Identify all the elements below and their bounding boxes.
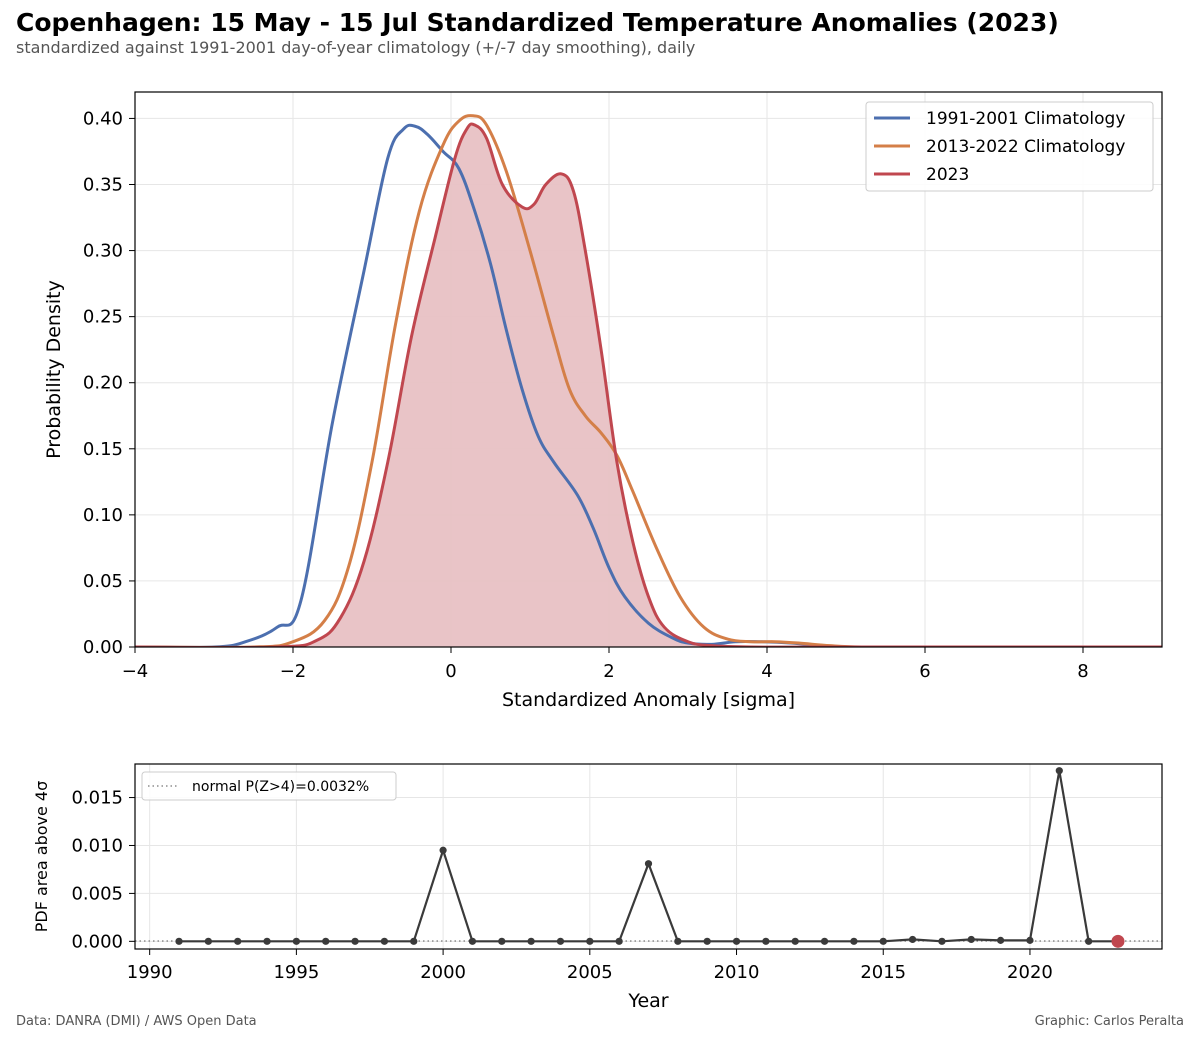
x-tick-label: 1995 bbox=[273, 962, 319, 983]
data-point bbox=[850, 937, 858, 945]
y-tick-label: 0.05 bbox=[83, 571, 123, 592]
data-point bbox=[292, 937, 300, 945]
data-source: Data: DANRA (DMI) / AWS Open Data bbox=[16, 1014, 257, 1029]
legend-label: 2013-2022 Climatology bbox=[926, 137, 1125, 157]
data-point bbox=[556, 937, 565, 945]
data-point bbox=[674, 937, 682, 945]
data-point bbox=[498, 937, 506, 945]
y-tick-label: 0.015 bbox=[71, 788, 123, 809]
data-point bbox=[204, 937, 212, 945]
legend-label: 2023 bbox=[926, 165, 969, 185]
y-tick-label: 0.10 bbox=[83, 505, 123, 526]
x-tick-label: −2 bbox=[280, 661, 307, 682]
x-tick-label: −4 bbox=[122, 661, 149, 682]
data-point bbox=[703, 937, 711, 945]
data-point bbox=[263, 937, 271, 945]
data-point bbox=[967, 935, 975, 944]
legend-label: normal P(Z>4)=0.0032% bbox=[192, 779, 369, 795]
data-point bbox=[586, 937, 594, 945]
data-point bbox=[791, 937, 799, 945]
series-line-2 bbox=[135, 122, 1162, 647]
x-axis-label: Standardized Anomaly [sigma] bbox=[502, 689, 795, 711]
y-tick-label: 0.30 bbox=[83, 241, 123, 262]
series-line-1 bbox=[135, 114, 1162, 647]
graphic-credit: Graphic: Carlos Peralta bbox=[1034, 1014, 1184, 1029]
x-tick-label: 2 bbox=[603, 661, 614, 682]
series-group bbox=[135, 114, 1162, 647]
y-tick-label: 0.25 bbox=[83, 307, 123, 328]
y-tick-label: 0.15 bbox=[83, 439, 123, 460]
data-point bbox=[1026, 936, 1034, 944]
x-tick-label: 1990 bbox=[127, 962, 173, 983]
x-tick-label: 2000 bbox=[420, 962, 466, 983]
plot-frame bbox=[134, 763, 1163, 950]
y-tick-label: 0.010 bbox=[71, 835, 123, 856]
data-point bbox=[468, 937, 477, 945]
data-point bbox=[1085, 937, 1093, 945]
x-tick-label: 8 bbox=[1077, 661, 1088, 682]
plot-frame bbox=[134, 91, 1163, 648]
density-panel: −4 −2 0 2 4 6 8 0.00 0.05 0.10 0.15 0.20 0.25 0.30 0.3… bbox=[43, 91, 1163, 711]
y-tick-label: 0.40 bbox=[83, 108, 123, 129]
y-tick-label: 0.00 bbox=[83, 637, 123, 658]
data-point bbox=[615, 937, 623, 945]
data-point bbox=[879, 937, 887, 945]
data-point bbox=[175, 937, 183, 945]
legend-box bbox=[141, 771, 397, 801]
y-tick-label: 0.000 bbox=[71, 931, 123, 952]
legend-box bbox=[865, 101, 1154, 192]
y-tick-label: 0.005 bbox=[71, 883, 123, 904]
x-tick-label: 2005 bbox=[567, 962, 613, 983]
data-point bbox=[762, 937, 770, 945]
x-tick-label: 0 bbox=[445, 661, 456, 682]
y-tick-label: 0.20 bbox=[83, 373, 123, 394]
data-point bbox=[1055, 767, 1063, 775]
data-point bbox=[439, 846, 447, 854]
data-point bbox=[234, 937, 242, 945]
x-tick-label: 2015 bbox=[860, 962, 906, 983]
tail-area-panel: 1990 1995 2000 2005 2010 2015 2020 0.000 0.005 0.… bbox=[32, 763, 1163, 1012]
data-point bbox=[820, 937, 829, 945]
chart-subtitle: standardized against 1991-2001 day-of-ye… bbox=[16, 38, 696, 57]
x-tick-label: 2020 bbox=[1007, 962, 1053, 983]
data-point bbox=[380, 937, 389, 945]
highlight-point-2023 bbox=[1111, 934, 1125, 948]
x-axis-label: Year bbox=[627, 990, 668, 1012]
data-point bbox=[351, 937, 359, 945]
data-point bbox=[997, 936, 1005, 944]
legend-label: 1991-2001 Climatology bbox=[926, 109, 1125, 129]
data-point bbox=[322, 937, 330, 945]
data-point bbox=[938, 937, 946, 945]
x-tick-label: 6 bbox=[919, 661, 930, 682]
y-tick-label: 0.35 bbox=[83, 175, 123, 196]
y-axis-label: Probability Density bbox=[43, 280, 65, 459]
x-tick-label: 2010 bbox=[714, 962, 760, 983]
series-fill-2023 bbox=[135, 123, 1162, 647]
data-point bbox=[644, 860, 653, 868]
data-point bbox=[908, 935, 917, 944]
x-tick-label: 4 bbox=[761, 661, 772, 682]
y-axis-label: PDF area above 4σ bbox=[32, 781, 51, 933]
data-point bbox=[410, 937, 418, 945]
data-point bbox=[732, 937, 741, 945]
chart-title: Copenhagen: 15 May - 15 Jul Standardized… bbox=[16, 8, 1059, 37]
data-point bbox=[527, 937, 535, 945]
